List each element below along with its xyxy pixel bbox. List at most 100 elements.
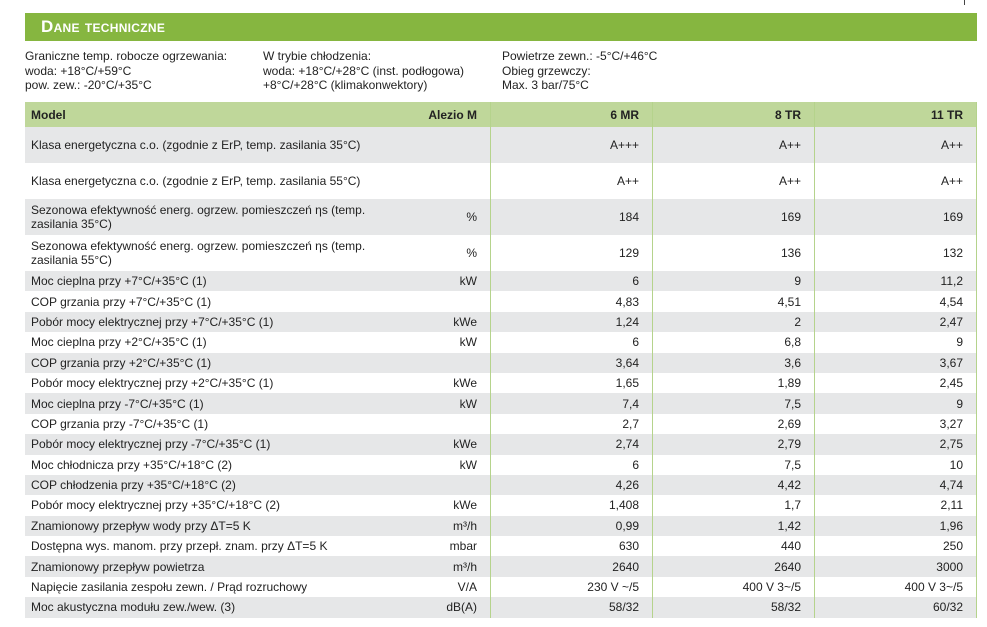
value-cell: A+++ <box>490 127 653 163</box>
value-cell: 0,99 <box>490 515 653 537</box>
table-header-row: Model Alezio M 6 MR 8 TR 11 TR <box>25 102 977 127</box>
info-line: W trybie chłodzenia: <box>263 49 372 63</box>
parameter-cell: Pobór mocy elektrycznej przy +35°C/+18°C… <box>25 495 491 516</box>
parameter-unit: kW <box>459 396 477 411</box>
info-line: Powietrze zewn.: -5°C/+46°C <box>502 49 658 63</box>
info-line: woda: +18°C/+28°C (inst. podłogowa) <box>263 63 465 78</box>
value-cell: 11,2 <box>814 271 977 292</box>
table-row: Pobór mocy elektrycznej przy +7°C/+35°C … <box>25 311 977 333</box>
table-row: COP grzania przy -7°C/+35°C (1) 2,7 2,69 3,… <box>25 413 977 435</box>
info-line: pow. zew.: -20°C/+35°C <box>25 78 152 92</box>
parameter-label: Napięcie zasilania zespołu zewn. / Prąd … <box>31 580 308 595</box>
table-row: Klasa energetyczna c.o. (zgodnie z ErP, … <box>25 163 977 199</box>
value-cell: 2,79 <box>652 434 815 455</box>
parameter-label: Klasa energetyczna c.o. (zgodnie z ErP, … <box>31 174 361 188</box>
model-label: Model <box>31 107 66 122</box>
value-cell: 400 V 3~/5 <box>652 576 815 598</box>
table-row: Moc akustyczna modułu zew./wew. (3) dB(A)… <box>25 597 977 618</box>
table-row: Napięcie zasilania zespołu zewn. / Prąd … <box>25 576 977 598</box>
value-cell: 400 V 3~/5 <box>814 576 977 598</box>
value-cell: 2640 <box>490 556 653 577</box>
value-cell: A++ <box>652 163 815 199</box>
table-row: Sezonowa efektywność energ. ogrzew. pomi… <box>25 235 977 271</box>
value-cell: 6 <box>490 332 653 353</box>
value-cell: A++ <box>490 163 653 199</box>
parameter-label: Moc cieplna przy +7°C/+35°C (1) <box>31 274 207 289</box>
value-cell: 3000 <box>814 556 977 577</box>
parameter-label: Znamionowy przepływ powietrza <box>31 559 205 574</box>
parameter-cell: Moc cieplna przy +7°C/+35°C (1) kW <box>25 271 491 292</box>
value-cell: 1,24 <box>490 311 653 333</box>
value-cell: 1,42 <box>652 515 815 537</box>
value-cell: 2,47 <box>814 311 977 333</box>
value-cell: 440 <box>652 536 815 557</box>
header-col-11tr: 11 TR <box>814 102 977 127</box>
parameter-unit: m³/h <box>453 559 477 574</box>
header-col-6mr: 6 MR <box>490 102 653 127</box>
parameter-cell: Sezonowa efektywność energ. ogrzew. pomi… <box>25 235 491 271</box>
value-cell: 58/32 <box>490 597 653 618</box>
value-cell: 1,408 <box>490 495 653 516</box>
parameter-unit: V/A <box>457 580 477 595</box>
info-line: +8°C/+28°C (klimakonwektory) <box>263 78 428 92</box>
value-cell: 4,26 <box>490 474 653 496</box>
parameter-label: Moc chłodnicza przy +35°C/+18°C (2) <box>31 457 233 472</box>
table-row: Pobór mocy elektrycznej przy +35°C/+18°C… <box>25 495 977 516</box>
section-title: Dane techniczne <box>41 17 166 36</box>
value-cell: 250 <box>814 536 977 557</box>
value-cell: 2,69 <box>652 413 815 435</box>
parameter-unit: kW <box>459 274 477 289</box>
parameter-label: COP chłodzenia przy +35°C/+18°C (2) <box>31 478 236 493</box>
value-cell: 3,6 <box>652 352 815 373</box>
value-cell: 2,7 <box>490 413 653 435</box>
value-cell: 9 <box>652 271 815 292</box>
parameter-unit: mbar <box>449 539 477 554</box>
table-row: Moc cieplna przy -7°C/+35°C (1) kW 7,4 7,5 9 <box>25 393 977 414</box>
parameter-cell: Moc chłodnicza przy +35°C/+18°C (2) kW <box>25 454 491 475</box>
parameter-label: Moc akustyczna modułu zew./wew. (3) <box>31 600 236 615</box>
parameter-cell: Napięcie zasilania zespołu zewn. / Prąd … <box>25 576 491 598</box>
table-row: Dostępna wys. manom. przy przepł. znam. … <box>25 536 977 557</box>
value-cell: 129 <box>490 235 653 271</box>
value-cell: 7,5 <box>652 393 815 414</box>
parameter-cell: Klasa energetyczna c.o. (zgodnie z ErP, … <box>25 127 491 163</box>
info-line: Obieg grzewczy: <box>502 63 591 78</box>
technical-data-table: Model Alezio M 6 MR 8 TR 11 TR Klasa ener… <box>25 102 977 618</box>
value-cell: 1,96 <box>814 515 977 537</box>
table-row: Moc chłodnicza przy +35°C/+18°C (2) kW 6 7,… <box>25 454 977 475</box>
parameter-label: Pobór mocy elektrycznej przy -7°C/+35°C … <box>31 437 271 452</box>
value-cell: 2,11 <box>814 495 977 516</box>
value-cell: 184 <box>490 199 653 235</box>
value-cell: 3,67 <box>814 352 977 373</box>
table-row: Sezonowa efektywność energ. ogrzew. pomi… <box>25 199 977 235</box>
parameter-cell: COP grzania przy +2°C/+35°C (1) <box>25 352 491 373</box>
air-and-circuit-limits: Powietrze zewn.: -5°C/+46°C Obieg grzewc… <box>502 49 657 93</box>
value-cell: 7,4 <box>490 393 653 414</box>
parameter-unit: kW <box>459 457 477 472</box>
value-cell: 2,75 <box>814 434 977 455</box>
value-cell: 169 <box>814 199 977 235</box>
parameter-unit: kWe <box>453 376 477 391</box>
value-cell: 1,65 <box>490 372 653 394</box>
table-row: COP chłodzenia przy +35°C/+18°C (2) 4,26 4… <box>25 474 977 496</box>
value-cell: 230 V ~/5 <box>490 576 653 598</box>
table-row: Pobór mocy elektrycznej przy +2°C/+35°C … <box>25 372 977 394</box>
value-cell: 7,5 <box>652 454 815 475</box>
value-cell: 6 <box>490 454 653 475</box>
parameter-label: Sezonowa efektywność energ. ogrzew. pomi… <box>31 239 366 267</box>
table-row: Znamionowy przepływ wody przy ΔT=5 K m³/h… <box>25 515 977 537</box>
table-row: Pobór mocy elektrycznej przy -7°C/+35°C … <box>25 434 977 455</box>
value-cell: 3,64 <box>490 352 653 373</box>
value-cell: 4,42 <box>652 474 815 496</box>
value-cell: 60/32 <box>814 597 977 618</box>
parameter-unit: kWe <box>453 498 477 513</box>
cooling-limits: W trybie chłodzenia: woda: +18°C/+28°C (… <box>263 49 464 93</box>
table-row: COP grzania przy +7°C/+35°C (1) 4,83 4,51 4… <box>25 291 977 312</box>
parameter-label: COP grzania przy -7°C/+35°C (1) <box>31 416 209 431</box>
parameter-cell: Pobór mocy elektrycznej przy +7°C/+35°C … <box>25 311 491 333</box>
value-cell: A++ <box>814 163 977 199</box>
parameter-cell: Klasa energetyczna c.o. (zgodnie z ErP, … <box>25 163 491 199</box>
parameter-label: Sezonowa efektywność energ. ogrzew. pomi… <box>31 203 366 231</box>
value-cell: 169 <box>652 199 815 235</box>
value-cell: 630 <box>490 536 653 557</box>
